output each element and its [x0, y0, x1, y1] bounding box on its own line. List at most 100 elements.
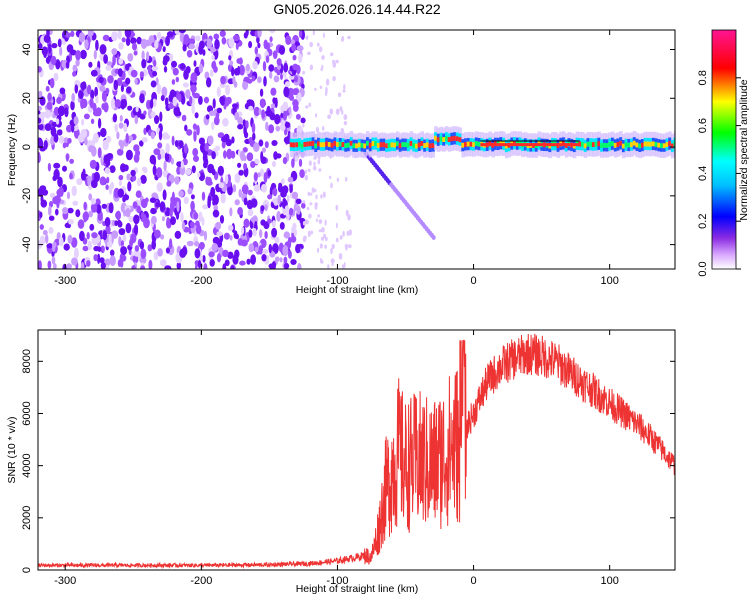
spectrogram-noise-cell: [229, 60, 234, 66]
spectrogram-noise-cell: [218, 182, 225, 189]
spectrogram-noise-cell: [53, 162, 61, 169]
spectrogram-noise-cell: [257, 30, 262, 38]
spectrogram-noise-cell: [302, 123, 305, 128]
spectrogram-noise-cell: [156, 182, 163, 192]
snr-y-tick-label: 0: [21, 567, 33, 573]
spectrogram-noise-cell: [90, 202, 98, 213]
spectrogram-noise-cell: [347, 214, 351, 221]
spectrogram-noise-cell: [163, 55, 170, 63]
spectrogram-noise-cell: [192, 148, 199, 157]
spectrogram-band-core: [317, 141, 321, 147]
spectrogram-noise-cell: [342, 230, 345, 237]
spectrogram-noise-cell: [306, 206, 310, 211]
spectrogram-band-core: [461, 142, 465, 148]
spectrogram-noise-cell: [48, 205, 52, 216]
snr-x-tick-label: 0: [470, 575, 476, 587]
spectrogram-noise-cell: [311, 187, 315, 193]
spectrogram-band-core: [295, 142, 299, 148]
snr-y-tick-label: 4000: [21, 453, 33, 477]
spectrogram-noise-cell: [284, 81, 291, 88]
spectrogram-band-core: [379, 142, 384, 148]
spectrogram-noise-cell: [308, 102, 312, 108]
spectrogram-noise-cell: [47, 260, 52, 269]
spectrogram-noise-cell: [312, 30, 315, 36]
spectrogram-noise-cell: [216, 86, 221, 97]
spectrogram-noise-cell: [337, 92, 342, 97]
spectrogram-noise-cell: [292, 54, 297, 61]
spectrogram-band-core: [605, 143, 610, 148]
spectrogram-noise-cell: [214, 39, 220, 50]
spectrogram-noise-cell: [284, 121, 291, 128]
spectrogram-band-core: [458, 137, 463, 143]
spectrogram-noise-cell: [316, 42, 320, 47]
spectrogram-noise-cell: [141, 50, 145, 61]
spectrogram-noise-cell: [58, 186, 64, 197]
spectrogram-noise-cell: [247, 209, 254, 217]
spectrogram-noise-cell: [164, 265, 172, 269]
spectrogram-noise-cell: [243, 163, 248, 170]
spectrogram-noise-cell: [117, 68, 123, 77]
spectrogram-noise-cell: [289, 184, 293, 194]
spectrogram-noise-cell: [39, 185, 47, 192]
spectrogram-noise-cell: [39, 224, 44, 230]
spectrogram-noise-cell: [84, 137, 88, 146]
spectrogram-noise-cell: [141, 58, 147, 69]
spectrogram-noise-cell: [322, 191, 326, 198]
spectrogram-noise-cell: [180, 212, 184, 223]
spectrogram-noise-cell: [135, 190, 142, 198]
spectrogram-noise-cell: [228, 37, 235, 49]
spectrogram-noise-cell: [62, 142, 67, 149]
spectrogram-band-core: [608, 142, 612, 147]
spectrogram-noise-cell: [90, 89, 95, 100]
spectrogram-noise-cell: [267, 194, 273, 200]
spectrogram-band-core: [455, 136, 460, 142]
spectrogram-noise-cell: [207, 197, 211, 209]
spectrogram-noise-cell: [87, 240, 93, 251]
spectrogram-band-core: [660, 143, 664, 149]
spectrogram-noise-cell: [130, 169, 136, 177]
spectrogram-noise-cell: [339, 235, 343, 240]
spectrogram-noise-cell: [114, 220, 118, 227]
spectrogram-band-core: [450, 136, 454, 142]
spectrogram-noise-cell: [130, 69, 138, 78]
spectrogram-noise-cell: [308, 213, 312, 219]
spectrogram-noise-cell: [143, 110, 147, 116]
spectrogram-noise-cell: [302, 200, 306, 204]
spectrogram-noise-cell: [44, 123, 52, 131]
spectrogram-noise-cell: [315, 126, 319, 133]
spectrogram-noise-cell: [250, 216, 256, 223]
spectrogram-noise-cell: [283, 231, 290, 239]
spectrogram-band-core: [581, 141, 585, 147]
spectrogram-chirp-cell: [431, 235, 436, 240]
spectrogram-noise-cell: [246, 152, 254, 162]
spectrogram-noise-cell: [321, 227, 325, 233]
spectrogram-noise-cell: [88, 210, 93, 218]
spectrogram-band-core: [330, 142, 335, 148]
spectrogram-noise-cell: [287, 238, 292, 249]
spectrogram-noise-cell: [284, 138, 292, 144]
spectrogram-noise-cell: [283, 109, 288, 121]
spectrogram-noise-cell: [75, 209, 81, 218]
spectrogram-noise-cell: [252, 60, 258, 70]
spectrogram-noise-cell: [324, 236, 328, 242]
spectrogram-band-core: [311, 141, 316, 146]
spectrogram-noise-cell: [240, 226, 245, 235]
spectrogram-noise-cell: [72, 71, 77, 77]
spectrogram-noise-cell: [91, 232, 98, 239]
spectrogram-noise-cell: [77, 219, 85, 229]
spectrogram-noise-cell: [134, 245, 140, 252]
spectrogram-noise-cell: [217, 165, 224, 176]
spectrogram-noise-cell: [178, 190, 184, 198]
spectrogram-noise-cell: [176, 111, 182, 117]
spectrogram-noise-cell: [150, 131, 155, 140]
spectrogram-noise-cell: [205, 114, 210, 120]
spectrogram-noise-cell: [120, 246, 128, 256]
spectrogram-noise-cell: [114, 123, 119, 133]
spectrogram-noise-cell: [297, 92, 302, 103]
spectrogram-noise-cell: [268, 124, 275, 134]
spectrogram-band-core: [423, 143, 427, 148]
spectrogram-noise-cell: [224, 97, 230, 107]
spectrogram-noise-cell: [95, 198, 101, 206]
spectrogram-noise-cell: [42, 229, 48, 236]
spectrogram-band-core: [355, 143, 359, 149]
